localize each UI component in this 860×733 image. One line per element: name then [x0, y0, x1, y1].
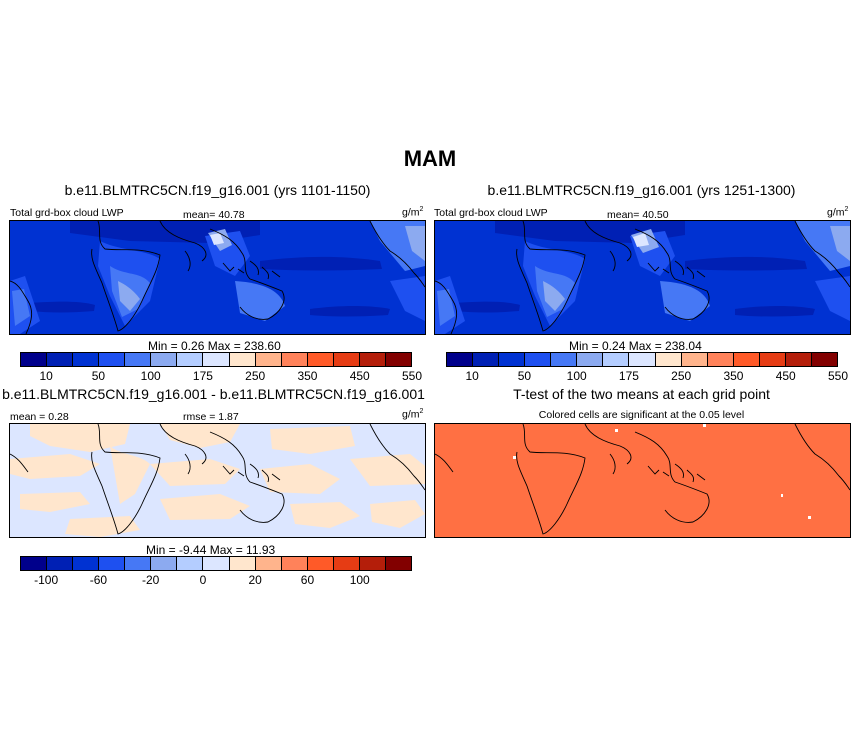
colorbar-swatch: [811, 353, 837, 366]
panel1-title: b.e11.BLMTRC5CN.f19_g16.001 (yrs 1101-11…: [64, 182, 371, 198]
colorbar-tick-label: 250: [671, 369, 692, 383]
colorbar-tick-label: -100: [34, 573, 59, 587]
colorbar-swatch: [99, 353, 126, 366]
panel1-field-label: Total grd-box cloud LWP: [10, 207, 124, 219]
panel3-title-clip: b.e11.BLMTRC5CN.f19_g16.001 - b.e11.BLMT…: [0, 386, 437, 402]
colorbar-tick-label: 350: [723, 369, 744, 383]
panel3-map-svg: [10, 424, 425, 537]
colorbar-swatch: [255, 557, 282, 570]
figure-title: MAM: [403, 146, 457, 171]
colorbar-swatch: [125, 353, 152, 366]
colorbar-swatch: [759, 353, 786, 366]
colorbar-swatch: [359, 557, 386, 570]
panel1-colorbar: [20, 352, 412, 367]
colorbar-swatch: [733, 353, 760, 366]
panel2-title: b.e11.BLMTRC5CN.f19_g16.001 (yrs 1251-13…: [487, 182, 796, 198]
panel2-minmax: Min = 0.24 Max = 238.04: [569, 339, 702, 353]
panel1-mean: mean= 40.78: [183, 209, 245, 221]
colorbar-tick-label: 450: [775, 369, 796, 383]
colorbar-swatch: [255, 353, 282, 366]
colorbar-swatch: [333, 353, 360, 366]
panel2-field-label: Total grd-box cloud LWP: [434, 207, 548, 219]
colorbar-tick-label: 350: [297, 369, 318, 383]
colorbar-swatch: [577, 353, 604, 366]
colorbar-tick-label: 100: [349, 573, 370, 587]
colorbar-swatch: [525, 353, 552, 366]
colorbar-swatch: [629, 353, 656, 366]
colorbar-tick-label: 175: [192, 369, 213, 383]
colorbar-swatch: [681, 353, 708, 366]
panel2-mean: mean= 40.50: [607, 209, 669, 221]
colorbar-swatch: [203, 353, 230, 366]
colorbar-tick-label: 550: [401, 369, 423, 383]
colorbar-swatch: [603, 353, 630, 366]
colorbar-swatch: [281, 557, 308, 570]
panel3-map: [9, 423, 426, 538]
panel3-colorbar: [20, 556, 412, 571]
panel2-map-svg: [435, 221, 850, 334]
panel1-units: g/m2: [402, 206, 424, 219]
colorbar-swatch: [47, 557, 74, 570]
colorbar-swatch: [385, 353, 411, 366]
colorbar-swatch: [655, 353, 682, 366]
colorbar-swatch: [307, 353, 334, 366]
panel2-map: [434, 220, 851, 335]
panel4-map-svg: [435, 424, 850, 537]
colorbar-swatch: [499, 353, 526, 366]
colorbar-swatch: [785, 353, 812, 366]
colorbar-swatch: [229, 557, 256, 570]
panel2-colorbar: [446, 352, 838, 367]
panel1-map: [9, 220, 426, 335]
colorbar-tick-label: 550: [827, 369, 849, 383]
panel2-units: g/m2: [827, 206, 849, 219]
colorbar-tick-label: -60: [89, 573, 108, 587]
colorbar-tick-label: 450: [349, 369, 370, 383]
colorbar-tick-label: 50: [91, 369, 106, 383]
colorbar-swatch: [73, 557, 100, 570]
colorbar-swatch: [281, 353, 308, 366]
panel3-rmse: rmse = 1.87: [183, 411, 239, 423]
colorbar-tick-label: 10: [465, 369, 479, 383]
colorbar-tick-label: -20: [141, 573, 160, 587]
colorbar-tick-label: 50: [517, 369, 532, 383]
colorbar-swatch: [359, 353, 386, 366]
colorbar-swatch: [73, 353, 100, 366]
colorbar-tick-label: 175: [618, 369, 639, 383]
panel3-title: b.e11.BLMTRC5CN.f19_g16.001 - b.e11.BLMT…: [2, 386, 425, 402]
colorbar-swatch: [151, 353, 178, 366]
colorbar-swatch: [203, 557, 230, 570]
colorbar-swatch: [473, 353, 500, 366]
colorbar-swatch: [385, 557, 411, 570]
colorbar-swatch: [47, 353, 74, 366]
colorbar-swatch: [333, 557, 360, 570]
colorbar-tick-label: 250: [245, 369, 266, 383]
colorbar-tick-label: 100: [566, 369, 587, 383]
colorbar-tick-label: 20: [248, 573, 262, 587]
panel3-units: g/m2: [402, 408, 424, 421]
colorbar-swatch: [177, 353, 204, 366]
colorbar-swatch: [229, 353, 256, 366]
colorbar-swatch: [151, 557, 178, 570]
colorbar-tick-label: 100: [140, 369, 161, 383]
panel4-title: T-test of the two means at each grid poi…: [513, 386, 770, 402]
colorbar-swatch: [447, 353, 474, 366]
panel4-subtitle: Colored cells are significant at the 0.0…: [538, 409, 745, 421]
colorbar-swatch: [21, 353, 48, 366]
colorbar-swatch: [307, 557, 334, 570]
colorbar-swatch: [99, 557, 126, 570]
colorbar-tick-label: 10: [39, 369, 53, 383]
panel1-map-svg: [10, 221, 425, 334]
panel3-mean: mean = 0.28: [10, 411, 69, 423]
colorbar-swatch: [125, 557, 152, 570]
panel1-minmax: Min = 0.26 Max = 238.60: [148, 339, 281, 353]
colorbar-swatch: [551, 353, 578, 366]
colorbar-swatch: [707, 353, 734, 366]
colorbar-tick-label: 60: [300, 573, 315, 587]
colorbar-swatch: [177, 557, 204, 570]
colorbar-swatch: [21, 557, 48, 570]
panel4-map: [434, 423, 851, 538]
panel3-minmax: Min = -9.44 Max = 11.93: [146, 543, 276, 557]
colorbar-tick-label: 0: [199, 573, 207, 587]
